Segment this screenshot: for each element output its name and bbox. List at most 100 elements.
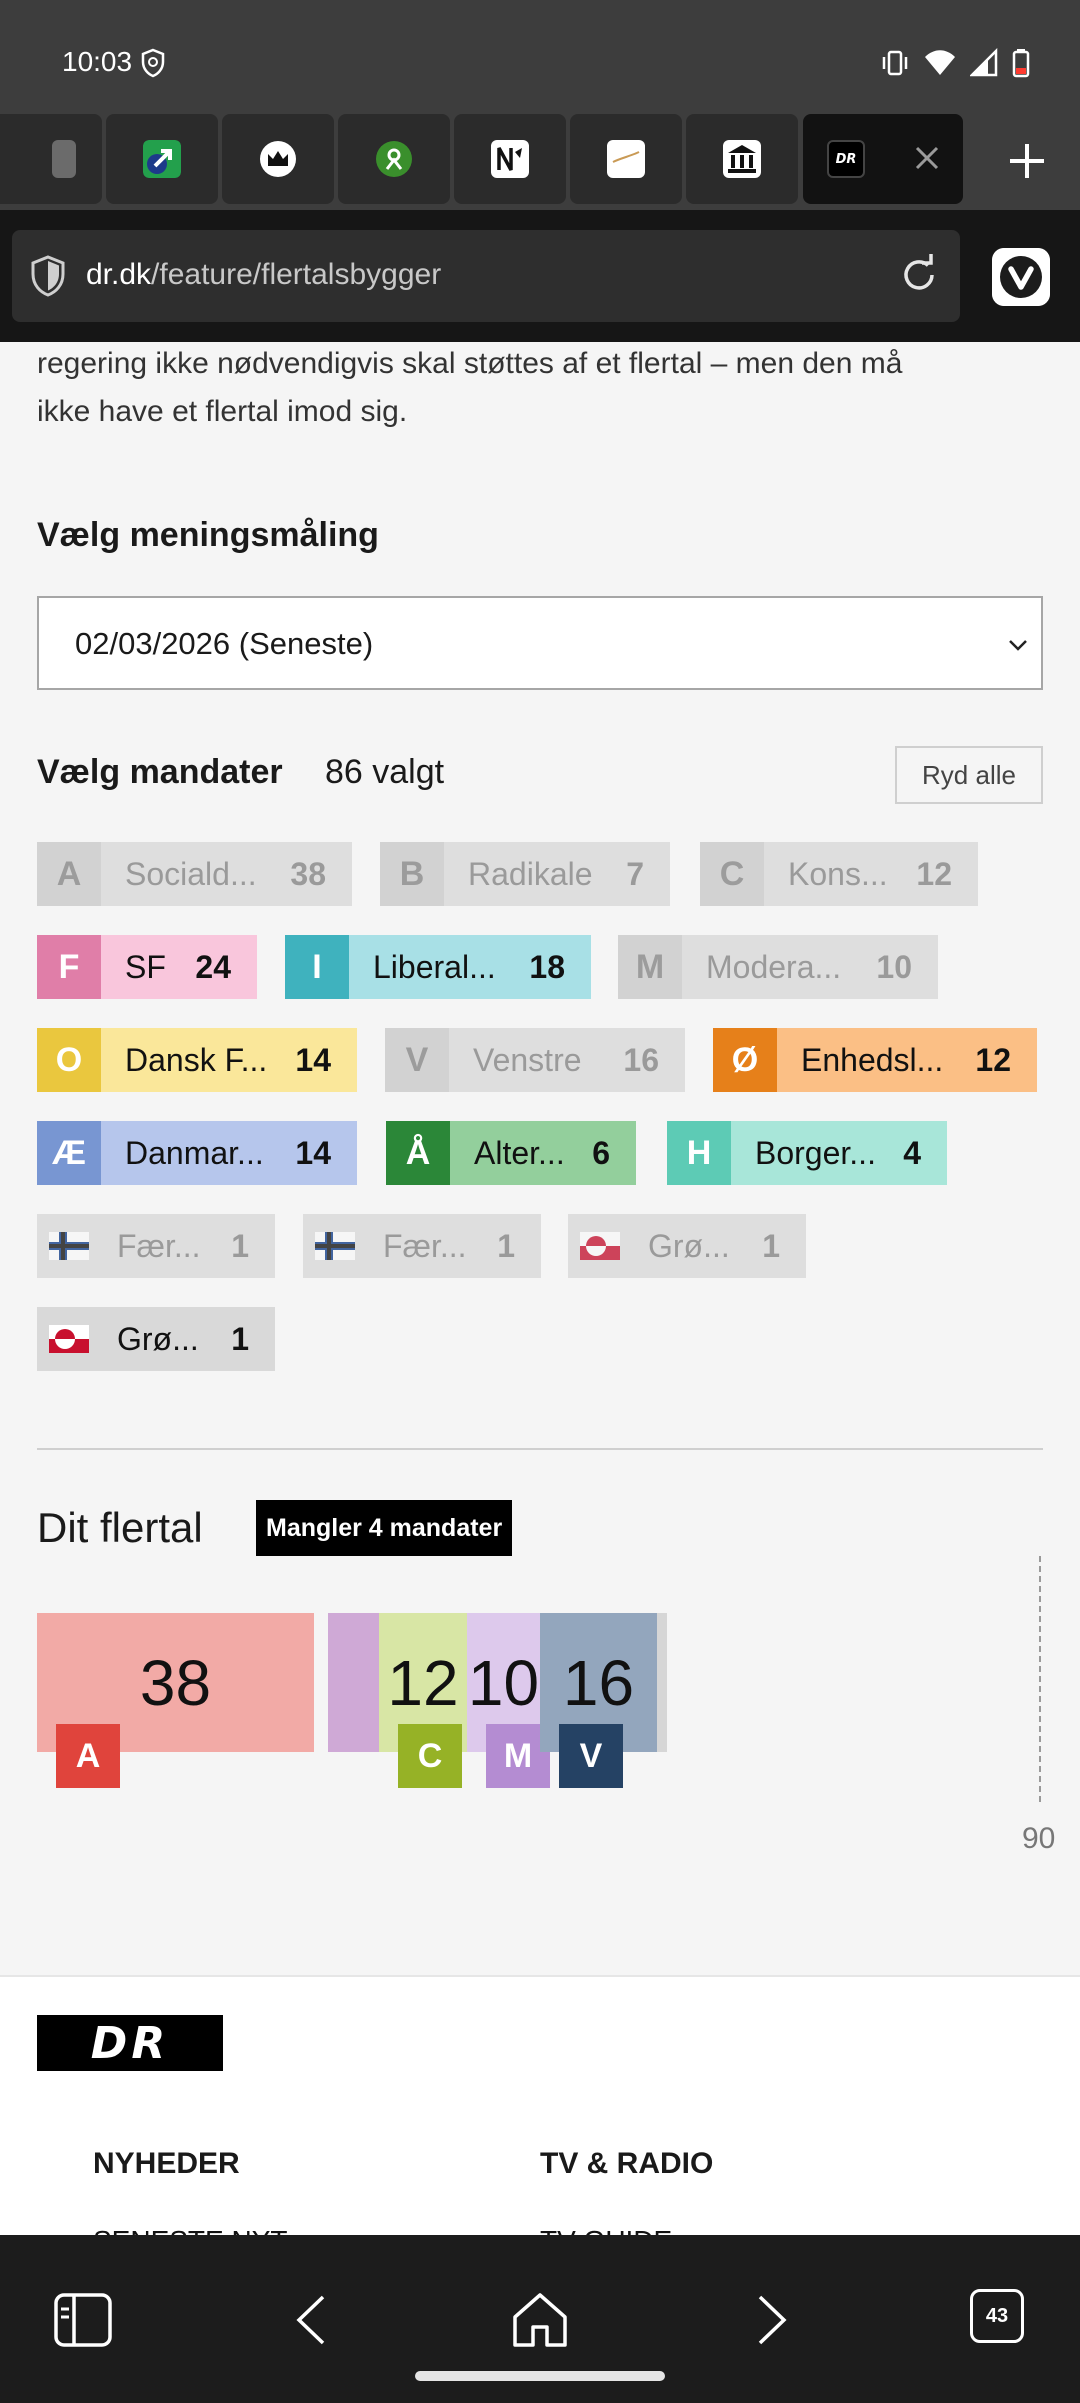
party-chip-h[interactable]: H Borger... 4: [667, 1121, 947, 1185]
regional-chip-greenland[interactable]: Grø... 1: [37, 1307, 275, 1371]
vpn-shield-icon: [141, 48, 165, 78]
browser-bottom-nav: 43: [0, 2235, 1080, 2403]
majority-remaining-segment: [657, 1613, 667, 1752]
system-icons: [880, 48, 1030, 78]
clear-all-button[interactable]: Ryd alle: [895, 746, 1043, 804]
new-tab-icon[interactable]: [1004, 138, 1050, 184]
regional-chip-faroe[interactable]: Fær... 1: [303, 1214, 541, 1278]
party-letter: I: [285, 935, 349, 999]
party-seats: 10: [876, 948, 912, 985]
party-name: Danmar...: [125, 1134, 264, 1171]
party-name: Radikale: [468, 855, 593, 892]
museum-favicon-icon: [723, 140, 761, 178]
party-chip-m[interactable]: M Modera... 10: [618, 935, 938, 999]
party-chip-o[interactable]: O Dansk F... 14: [37, 1028, 357, 1092]
regional-chip-greenland[interactable]: Grø... 1: [568, 1214, 806, 1278]
tab-green-site[interactable]: [338, 114, 450, 204]
party-name: Borger...: [755, 1134, 876, 1171]
greenland-flag-icon: [37, 1307, 101, 1371]
url-text[interactable]: dr.dk/feature/flertalsbygger: [86, 258, 442, 291]
tab-search[interactable]: [0, 114, 102, 204]
party-name: Sociald...: [125, 855, 257, 892]
party-chip-å[interactable]: Å Alter... 6: [386, 1121, 636, 1185]
regional-name: Fær...: [117, 1227, 201, 1264]
party-name: Kons...: [788, 855, 888, 892]
footer-nyheder-heading[interactable]: NYHEDER: [93, 2147, 240, 2180]
n-favicon-icon: [491, 140, 529, 178]
party-seats: 14: [295, 1041, 331, 1078]
party-chip-f[interactable]: F SF 24: [37, 935, 257, 999]
tab-strip: DR: [0, 112, 1080, 210]
footer-tv-radio-heading[interactable]: TV & RADIO: [540, 2147, 714, 2180]
majority-label-c: C: [398, 1724, 462, 1788]
crown-favicon-icon: [260, 141, 296, 177]
dr-logo[interactable]: DR: [37, 2015, 223, 2071]
url-field[interactable]: dr.dk/feature/flertalsbygger: [12, 230, 960, 322]
tab-dr-active[interactable]: DR: [803, 114, 963, 204]
tab-switcher-button[interactable]: 43: [970, 2289, 1024, 2343]
home-icon[interactable]: [509, 2289, 571, 2351]
party-seats: 16: [623, 1041, 659, 1078]
tab-arrow-site[interactable]: [106, 114, 218, 204]
signal-icon: [970, 48, 998, 77]
tab-museum-site[interactable]: [686, 114, 798, 204]
poll-selected-value: 02/03/2026 (Seneste): [75, 626, 374, 661]
site-footer: DR NYHEDER TV & RADIO SENESTE NYT TV-GUI…: [0, 1975, 1080, 2256]
party-seats: 18: [529, 948, 565, 985]
party-chip-i[interactable]: I Liberal... 18: [285, 935, 591, 999]
party-letter: B: [380, 842, 444, 906]
regional-name: Fær...: [383, 1227, 467, 1264]
back-icon[interactable]: [283, 2289, 345, 2351]
regional-name: Grø...: [648, 1227, 730, 1264]
regional-seats: 1: [762, 1227, 780, 1264]
party-seats: 6: [592, 1134, 610, 1171]
tab-royal-site[interactable]: [222, 114, 334, 204]
site-shield-icon[interactable]: [28, 254, 68, 298]
tab-bpc-site[interactable]: [570, 114, 682, 204]
party-chip-ø[interactable]: Ø Enhedsl... 12: [713, 1028, 1037, 1092]
wifi-icon: [925, 50, 955, 75]
section-divider: [37, 1448, 1043, 1450]
majority-threshold-line: [1039, 1556, 1041, 1802]
poll-select[interactable]: 02/03/2026 (Seneste): [37, 596, 1043, 690]
majority-heading: Dit flertal: [37, 1504, 203, 1551]
vibrate-icon: [882, 50, 908, 76]
search-favicon-icon: [52, 140, 76, 178]
party-letter: C: [700, 842, 764, 906]
party-chip-a[interactable]: A Sociald... 38: [37, 842, 352, 906]
reload-icon[interactable]: [896, 252, 942, 298]
regional-name: Grø...: [117, 1320, 199, 1357]
party-seats: 12: [975, 1041, 1011, 1078]
vivaldi-menu-icon[interactable]: [992, 248, 1050, 306]
dr-favicon-icon: DR: [827, 140, 865, 178]
arrow-favicon-icon: [143, 140, 181, 178]
panel-toggle-icon[interactable]: [52, 2289, 114, 2351]
system-status-bar: 10:03: [0, 0, 1080, 112]
party-seats: 38: [290, 855, 326, 892]
close-tab-icon[interactable]: [909, 140, 945, 176]
tab-n-site[interactable]: [454, 114, 566, 204]
party-name: Alter...: [474, 1134, 565, 1171]
party-chip-v[interactable]: V Venstre 16: [385, 1028, 685, 1092]
regional-chip-faroe[interactable]: Fær... 1: [37, 1214, 275, 1278]
gesture-home-bar[interactable]: [415, 2371, 665, 2381]
battery-low-icon: [1012, 49, 1030, 78]
majority-label-v: V: [559, 1724, 623, 1788]
party-name: Venstre: [473, 1041, 582, 1078]
party-chip-c[interactable]: C Kons... 12: [700, 842, 978, 906]
regional-seats: 1: [497, 1227, 515, 1264]
party-name: Dansk F...: [125, 1041, 268, 1078]
party-letter: V: [385, 1028, 449, 1092]
party-seats: 12: [916, 855, 952, 892]
majority-label-m: M: [486, 1724, 550, 1788]
address-bar: dr.dk/feature/flertalsbygger: [0, 210, 1080, 342]
party-chip-æ[interactable]: Æ Danmar... 14: [37, 1121, 357, 1185]
greenland-flag-icon: [568, 1214, 632, 1278]
missing-seats-badge: Mangler 4 mandater: [256, 1500, 513, 1556]
seats-selected-count: 86 valgt: [325, 753, 445, 791]
bpc-favicon-icon: [607, 140, 645, 178]
party-chip-b[interactable]: B Radikale 7: [380, 842, 670, 906]
party-letter: O: [37, 1028, 101, 1092]
majority-segment-b: [328, 1613, 379, 1752]
forward-icon[interactable]: [738, 2289, 800, 2351]
